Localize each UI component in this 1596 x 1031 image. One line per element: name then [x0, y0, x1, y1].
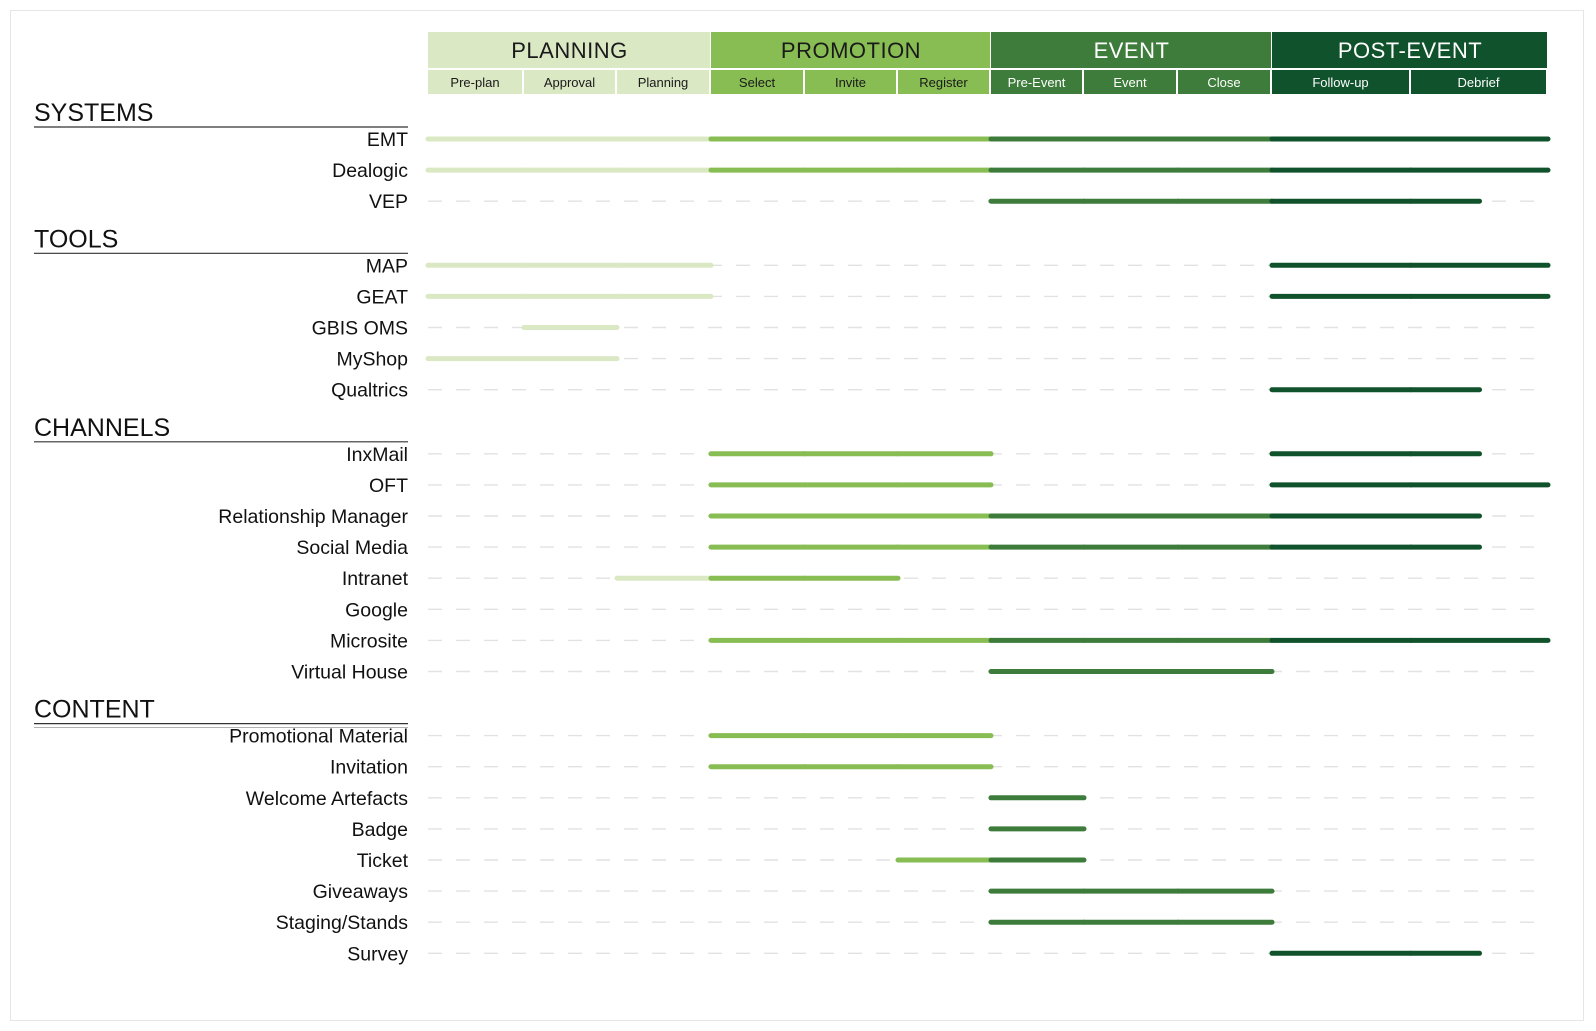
- step-label: Close: [1207, 75, 1240, 90]
- row-label: GBIS OMS: [312, 318, 408, 340]
- phase-header-bg: [428, 32, 710, 68]
- step-header-bg: [428, 70, 522, 94]
- step-header-bg: [711, 70, 803, 94]
- step-header-bg: [898, 70, 989, 94]
- row-label: Relationship Manager: [218, 506, 408, 528]
- step-label: Planning: [638, 75, 689, 90]
- row-label: VEP: [369, 191, 408, 213]
- row-label: OFT: [369, 475, 408, 497]
- step-header-bg: [1272, 70, 1409, 94]
- row-label: Promotional Material: [229, 726, 408, 748]
- step-label: Approval: [544, 75, 595, 90]
- row-label: Welcome Artefacts: [246, 788, 408, 810]
- step-label: Debrief: [1458, 75, 1500, 90]
- step-label: Pre-Event: [1008, 75, 1066, 90]
- step-header-bg: [524, 70, 615, 94]
- phase-label: POST-EVENT: [1338, 38, 1482, 63]
- row-label: Survey: [347, 943, 408, 965]
- row-microsite: Microsite: [330, 630, 1551, 652]
- section-title: CONTENT: [34, 696, 155, 724]
- step-label: Follow-up: [1312, 75, 1368, 90]
- row-label: Virtual House: [291, 662, 408, 684]
- row-geat: GEAT: [356, 286, 1551, 308]
- row-label: Staging/Stands: [276, 912, 409, 934]
- row-label: InxMail: [346, 444, 408, 466]
- row-label: Intranet: [342, 568, 409, 590]
- row-virtual-house: Virtual House: [291, 662, 1548, 684]
- row-map: MAP: [366, 255, 1551, 277]
- row-label: Social Media: [296, 537, 408, 559]
- section-title: CHANNELS: [34, 414, 170, 442]
- row-dealogic: Dealogic: [332, 160, 1551, 182]
- row-label: GEAT: [356, 286, 408, 308]
- section-content: CONTENT Promotional Material Invitation Wel…: [34, 696, 1548, 965]
- phase-event: EVENT Pre-Event Event Close: [991, 32, 1271, 94]
- phase-label: EVENT: [1094, 38, 1170, 63]
- step-label: Pre-plan: [450, 75, 499, 90]
- row-inxmail: InxMail: [346, 444, 1548, 466]
- row-label: Giveaways: [313, 881, 409, 903]
- step-header-bg: [1411, 70, 1546, 94]
- row-vep: VEP: [369, 191, 1548, 213]
- row-label: Badge: [352, 819, 408, 841]
- row-label: Dealogic: [332, 160, 408, 182]
- row-label: Qualtrics: [331, 380, 408, 402]
- row-badge: Badge: [352, 819, 1548, 841]
- section-title: SYSTEMS: [34, 99, 153, 127]
- row-emt: EMT: [367, 129, 1551, 151]
- row-gbis-oms: GBIS OMS: [312, 318, 1548, 340]
- step-header-bg: [1084, 70, 1176, 94]
- row-social-media: Social Media: [296, 537, 1548, 559]
- row-promotional-material: Promotional Material: [229, 726, 1548, 748]
- row-label: Google: [345, 599, 408, 621]
- row-myshop: MyShop: [336, 349, 1548, 371]
- section-systems: SYSTEMS EMT Dealogic VEP: [34, 99, 1551, 213]
- row-label: Microsite: [330, 630, 408, 652]
- phase-header-bg: [991, 32, 1271, 68]
- step-label: Invite: [835, 75, 866, 90]
- row-survey: Survey: [347, 943, 1548, 965]
- row-label: MyShop: [336, 349, 408, 371]
- phase-post_event: POST-EVENT Follow-up Debrief: [1272, 32, 1547, 94]
- section-title: TOOLS: [34, 225, 118, 253]
- step-label: Event: [1113, 75, 1147, 90]
- row-label: Ticket: [357, 850, 409, 872]
- row-giveaways: Giveaways: [313, 881, 1548, 903]
- step-header-bg: [991, 70, 1082, 94]
- section-channels: CHANNELS InxMail OFT Relationship Manager So…: [34, 414, 1551, 684]
- row-label: Invitation: [330, 757, 408, 779]
- step-header-bg: [617, 70, 709, 94]
- step-header-bg: [805, 70, 896, 94]
- row-oft: OFT: [369, 475, 1551, 497]
- step-header-bg: [1178, 70, 1270, 94]
- phase-header-bg: [1272, 32, 1547, 68]
- phase-header-bg: [711, 32, 990, 68]
- step-label: Select: [739, 75, 776, 90]
- row-staging-stands: Staging/Stands: [276, 912, 1548, 934]
- phase-label: PLANNING: [511, 38, 627, 63]
- step-label: Register: [919, 75, 968, 90]
- row-invitation: Invitation: [330, 757, 1548, 779]
- row-google: Google: [345, 599, 1548, 621]
- phase-promotion: PROMOTION Select Invite Register: [711, 32, 990, 94]
- row-label: MAP: [366, 255, 408, 277]
- row-welcome-artefacts: Welcome Artefacts: [246, 788, 1548, 810]
- section-tools: TOOLS MAP GEAT GBIS OMS MyShop Qualtrics: [34, 225, 1551, 402]
- row-qualtrics: Qualtrics: [331, 380, 1548, 402]
- row-ticket: Ticket: [357, 850, 1548, 872]
- row-relationship-manager: Relationship Manager: [218, 506, 1548, 528]
- row-label: EMT: [367, 129, 408, 151]
- row-intranet: Intranet: [342, 568, 1548, 590]
- phase-label: PROMOTION: [781, 38, 921, 63]
- phase-planning: PLANNING Pre-plan Approval Planning: [428, 32, 710, 94]
